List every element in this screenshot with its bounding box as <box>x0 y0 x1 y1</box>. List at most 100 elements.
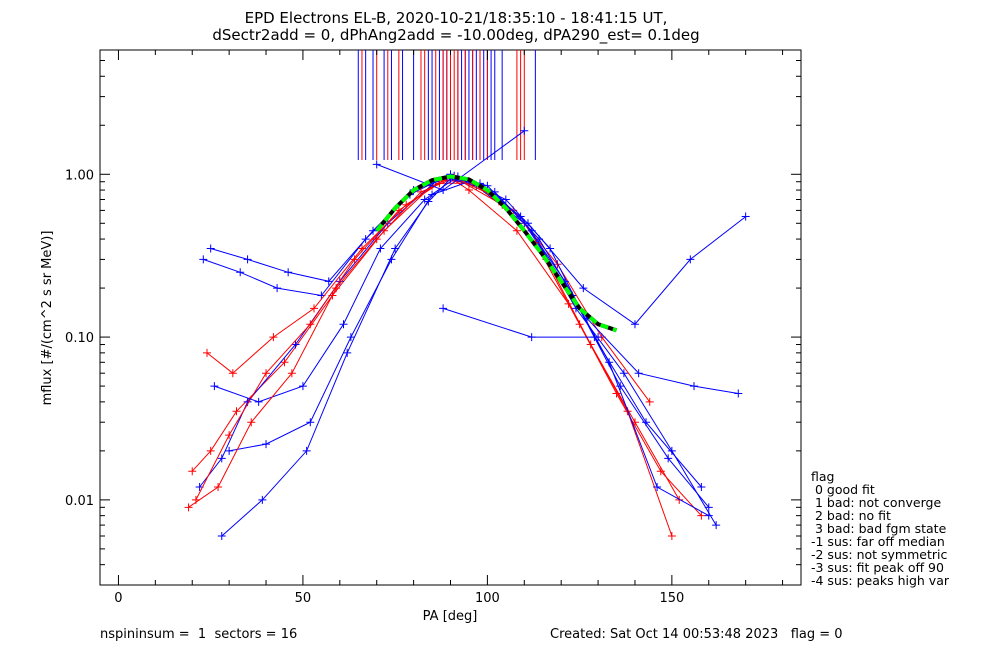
data-point-plus <box>712 521 721 530</box>
data-point-plus <box>642 418 651 427</box>
data-point-plus <box>284 268 293 277</box>
chart-title-line2: dSectr2add = 0, dPhAng2add = -10.00deg, … <box>212 26 699 45</box>
data-point-plus <box>298 382 307 391</box>
data-point-plus <box>262 440 271 449</box>
data-point-plus <box>512 226 521 235</box>
data-point-plus <box>424 197 433 206</box>
data-point-plus <box>302 446 311 455</box>
series-line <box>188 177 673 537</box>
data-point-plus <box>217 531 226 540</box>
data-point-plus <box>206 244 215 253</box>
data-point-plus <box>697 482 706 491</box>
data-point-plus <box>619 369 628 378</box>
series-line <box>221 178 710 537</box>
data-point-plus <box>634 369 643 378</box>
footer-spin-info: nspininsum = 1 sectors = 16 <box>100 627 298 642</box>
data-point-plus <box>236 268 245 277</box>
footer-created-info: Created: Sat Oct 14 00:53:48 2023 flag =… <box>550 627 843 642</box>
data-point-plus <box>309 304 318 313</box>
data-point-plus <box>228 369 237 378</box>
series-line <box>214 175 739 403</box>
data-point-plus <box>291 340 300 349</box>
legend-item: -3 sus: fit peak off 90 <box>811 560 944 575</box>
data-point-plus <box>516 212 525 221</box>
legend-item: -1 sus: far off median <box>811 534 945 549</box>
x-tick-label: 100 <box>475 591 500 606</box>
data-point-plus <box>324 277 333 286</box>
data-point-plus <box>616 382 625 391</box>
data-point-plus <box>214 482 223 491</box>
data-point-plus <box>653 482 662 491</box>
series-line <box>206 182 651 403</box>
data-point-plus <box>667 446 676 455</box>
data-point-plus <box>439 304 448 313</box>
data-point-plus <box>439 186 448 195</box>
y-axis-label: mflux [#/(cm^2 s sr MeV)] <box>40 231 55 406</box>
data-point-plus <box>734 389 743 398</box>
data-point-plus <box>372 160 381 169</box>
data-point-plus <box>225 446 234 455</box>
data-point-plus <box>741 212 750 221</box>
series-line <box>199 175 710 508</box>
data-point-plus <box>686 255 695 264</box>
legend-item: -2 sus: not symmetric <box>811 547 948 562</box>
data-point-plus <box>527 333 536 342</box>
fit-curve <box>375 174 618 333</box>
data-point-plus <box>667 531 676 540</box>
chart-axes: 0 50 100 150 0.01 0.10 1.00 <box>65 50 801 606</box>
data-point-plus <box>546 244 555 253</box>
data-point-plus <box>346 333 355 342</box>
data-point-plus <box>184 503 193 512</box>
series-line <box>191 177 702 517</box>
legend-item: -4 sus: peaks high var <box>811 573 950 588</box>
data-point-plus <box>339 320 348 329</box>
data-point-plus <box>416 187 425 196</box>
x-tick-label: 50 <box>295 591 312 606</box>
data-point-plus <box>520 126 529 135</box>
y-tick-label: 0.01 <box>65 494 94 509</box>
data-point-plus <box>199 255 208 264</box>
data-point-plus <box>704 511 713 520</box>
legend-item: 0 good fit <box>811 482 875 497</box>
legend-item: 2 bad: no fit <box>811 508 891 523</box>
data-point-plus <box>704 503 713 512</box>
data-point-plus <box>594 333 603 342</box>
data-point-plus <box>287 369 296 378</box>
data-point-plus <box>273 284 282 293</box>
data-point-plus <box>394 206 403 215</box>
y-tick-label: 0.10 <box>65 331 94 346</box>
data-point-plus <box>247 418 256 427</box>
data-point-plus <box>269 333 278 342</box>
flag-legend: flag 0 good fit 1 bad: not converge 2 ba… <box>811 470 949 587</box>
data-point-plus <box>369 226 378 235</box>
data-point-plus <box>262 369 271 378</box>
data-point-plus <box>225 431 234 440</box>
data-point-plus <box>675 495 684 504</box>
legend-title: flag <box>811 469 835 484</box>
series-line <box>229 181 702 488</box>
chart-marks <box>184 50 750 540</box>
data-point-plus <box>664 454 673 463</box>
data-point-plus <box>501 195 510 204</box>
data-point-plus <box>575 320 584 329</box>
data-point-plus <box>188 467 197 476</box>
data-point-plus <box>217 454 226 463</box>
x-tick-label: 150 <box>659 591 684 606</box>
series-line <box>442 307 599 338</box>
legend-item: 3 bad: bad fgm state <box>811 521 947 536</box>
data-point-plus <box>280 358 289 367</box>
data-point-plus <box>376 244 385 253</box>
data-point-plus <box>697 511 706 520</box>
data-point-plus <box>464 186 473 195</box>
data-point-plus <box>243 255 252 264</box>
data-point-plus <box>210 382 219 391</box>
data-point-plus <box>306 418 315 427</box>
legend-item: 1 bad: not converge <box>811 495 942 510</box>
data-point-plus <box>350 255 359 264</box>
data-point-plus <box>420 195 429 204</box>
data-point-plus <box>579 284 588 293</box>
data-point-plus <box>690 382 699 391</box>
data-point-plus <box>630 320 639 329</box>
series-line <box>210 177 747 325</box>
